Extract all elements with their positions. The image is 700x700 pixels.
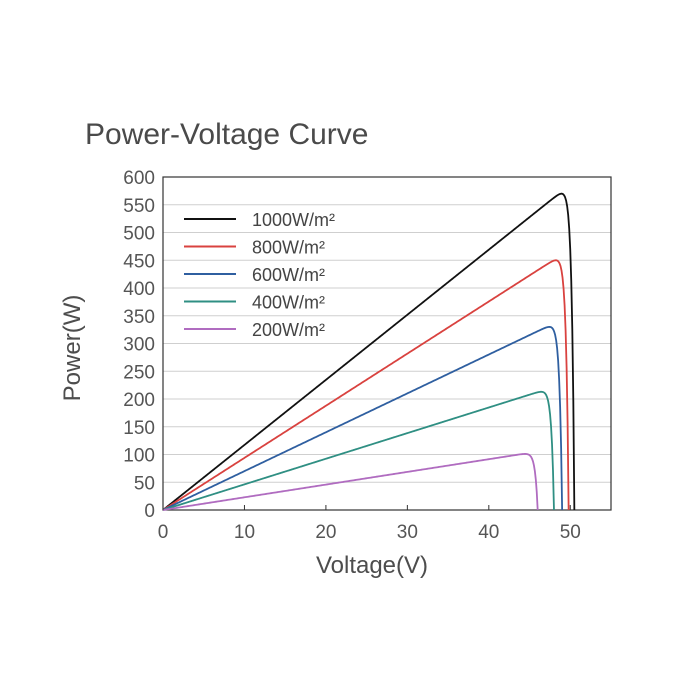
y-tick-label: 300 bbox=[123, 335, 155, 356]
y-tick-label: 600 bbox=[123, 168, 155, 189]
legend: 1000W/m² 800W/m² 600W/m² 400W/m² 200W/m² bbox=[184, 210, 335, 340]
series-line bbox=[162, 453, 539, 511]
legend-label: 800W/m² bbox=[252, 238, 325, 258]
legend-label: 1000W/m² bbox=[252, 210, 335, 230]
chart-title: Power-Voltage Curve bbox=[85, 118, 369, 151]
series-line bbox=[162, 192, 576, 511]
y-tick-label: 200 bbox=[123, 390, 155, 411]
y-tick-label: 0 bbox=[144, 501, 155, 522]
y-tick-label: 500 bbox=[123, 224, 155, 245]
x-tick-label: 50 bbox=[560, 522, 581, 543]
y-axis-label: Power(W) bbox=[59, 295, 86, 402]
x-tick-label: 10 bbox=[234, 522, 255, 543]
y-tick-label: 250 bbox=[123, 362, 155, 383]
x-tick-label: 40 bbox=[478, 522, 499, 543]
legend-label: 200W/m² bbox=[252, 320, 325, 340]
y-tick-label: 550 bbox=[123, 196, 155, 217]
y-tick-label: 100 bbox=[123, 446, 155, 467]
grid bbox=[163, 204, 611, 483]
x-axis-label: Voltage(V) bbox=[316, 552, 428, 579]
series-line bbox=[162, 390, 555, 511]
y-tick-label: 350 bbox=[123, 307, 155, 328]
y-tick-label: 50 bbox=[134, 473, 155, 494]
plot-frame bbox=[162, 176, 612, 511]
y-tick-label: 400 bbox=[123, 279, 155, 300]
series-line bbox=[162, 325, 564, 511]
x-tick-label: 30 bbox=[397, 522, 418, 543]
series-layer bbox=[162, 192, 576, 511]
x-tick-label: 20 bbox=[315, 522, 336, 543]
tick-labels: 0 50 100 150 200 250 300 350 400 450 500 550 600 0 10 2… bbox=[123, 168, 581, 543]
series-line bbox=[162, 259, 570, 511]
x-tick-label: 0 bbox=[158, 522, 169, 543]
y-tick-label: 450 bbox=[123, 251, 155, 272]
legend-label: 400W/m² bbox=[252, 293, 325, 313]
legend-label: 600W/m² bbox=[252, 265, 325, 285]
y-tick-label: 150 bbox=[123, 418, 155, 439]
